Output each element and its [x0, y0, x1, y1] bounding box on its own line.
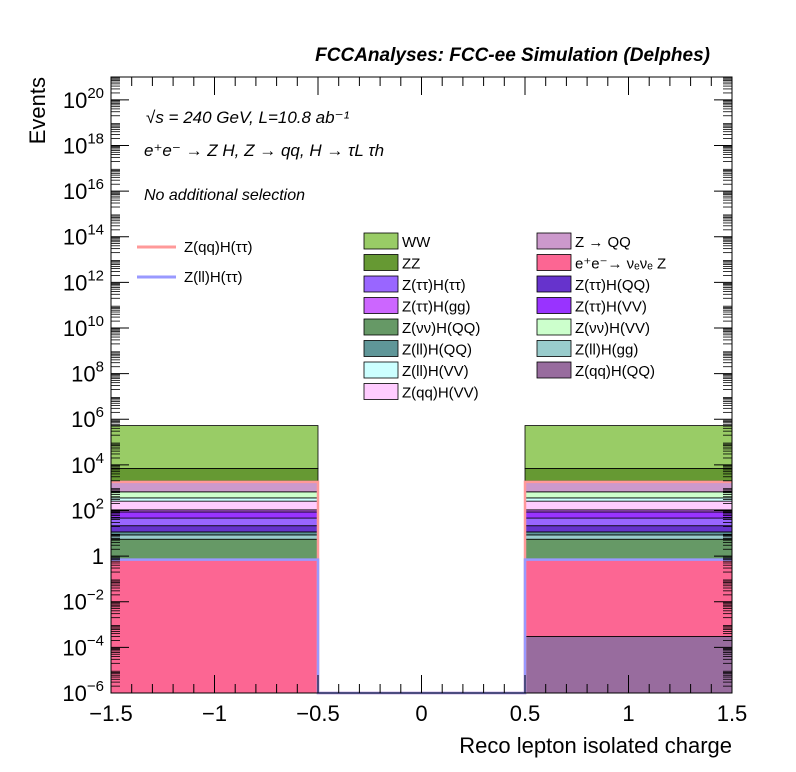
legend-swatch-z-h [363, 275, 399, 293]
x-axis-label: Reco lepton isolated charge [459, 733, 732, 758]
legend-swatch-z-ll-h-vv [363, 361, 399, 379]
y-tick-label: 1020 [63, 85, 104, 113]
legend-column-1: WW ZZ Z(ττ)H(ττ) Z(ττ)H(gg) Z(νν)H(QQ) Z(ll)H… [363, 232, 480, 402]
legend-swatch-z-qq [536, 232, 572, 250]
bar-z-h-qq-bin2 [524, 538, 733, 561]
x-tick-label: 1.5 [717, 701, 748, 726]
bar-z-ll-h-gg-bin0 [110, 534, 319, 540]
bar-z-h-bin0 [110, 517, 319, 527]
axis-ticks [110, 77, 733, 694]
legend-label: Z(ττ)H(ττ) [402, 277, 466, 294]
bar-z-h-vv-bin0 [110, 511, 319, 519]
legend-swatch-ww [363, 232, 399, 250]
legend-swatch-z-qq-h-vv [363, 383, 399, 400]
y-tick-label: 10−2 [62, 587, 104, 615]
y-tick-label: 1010 [63, 313, 104, 341]
x-tick-label: −1 [202, 701, 227, 726]
y-tick-label: 102 [71, 495, 104, 523]
x-tick-label: 0.5 [510, 701, 541, 726]
x-tick-label: 0 [415, 701, 427, 726]
bar-e-e-z-bin0 [110, 559, 319, 694]
legend-label: Z(ll)H(VV) [402, 363, 469, 380]
legend-label: Z(ττ)H(QQ) [575, 277, 650, 294]
legend-swatch-z-h-vv [536, 318, 572, 336]
bar-z-h-vv-bin0 [110, 491, 319, 499]
legend-label: Z(ττ)H(VV) [575, 299, 647, 316]
bar-e-e-z-bin2 [524, 559, 733, 637]
y-tick-label: 1 [92, 544, 104, 569]
bar-z-h-qq-bin0 [110, 525, 319, 533]
legend-label: Z(ll)H(QQ) [402, 342, 472, 359]
chart-title: FCCAnalyses: FCC-ee Simulation (Delphes) [315, 45, 710, 66]
legend-swatch-e-e-z [536, 254, 572, 271]
bar-z-ll-h-qq-bin0 [110, 531, 319, 536]
bar-z-h-bin2 [524, 517, 733, 527]
x-tick-labels: −1.5 −1 −0.5 0 0.5 1 1.5 [89, 701, 747, 726]
x-tick-label: 1 [622, 701, 634, 726]
legend-label: Z(ττ)H(gg) [402, 299, 471, 316]
bar-z-h-vv-bin2 [524, 511, 733, 519]
bar-zz-bin2 [524, 468, 733, 482]
legend-label: Z(ll)H(gg) [575, 342, 638, 359]
y-tick-label: 10−4 [62, 632, 104, 660]
legend-swatch-z-ll-h-gg [536, 340, 572, 357]
bar-z-h-vv-bin2 [524, 491, 733, 499]
legend-swatch-z-h-vv [536, 297, 572, 314]
legend-swatch-zz [363, 254, 399, 271]
bar-z-h-qq-bin0 [110, 538, 319, 561]
y-tick-label: 1016 [63, 176, 104, 204]
legend-label: e⁺e⁻→ νₑνₑ Z [575, 256, 666, 273]
legend-label: Z(νν)H(VV) [575, 320, 650, 337]
y-tick-label: 1014 [63, 222, 104, 250]
legend-swatch-z-h-qq [536, 275, 572, 293]
y-tick-label: 104 [71, 450, 104, 478]
legend-label: Z(νν)H(QQ) [402, 320, 480, 337]
bar-ww-bin2 [524, 425, 733, 469]
bar-z-qq-h-vv-bin2 [524, 500, 733, 511]
legend-swatch-z-ll-h-qq [363, 340, 399, 357]
legend-line-label: Z(ll)H(ττ) [184, 269, 243, 286]
selection-annotation: No additional selection [144, 187, 305, 204]
legend-label: Z(qq)H(VV) [402, 385, 479, 402]
bar-z-ll-h-gg-bin2 [524, 534, 733, 540]
y-tick-label: 106 [71, 404, 104, 432]
legend-lines: Z(qq)H(ττ) Z(ll)H(ττ) [137, 239, 253, 286]
y-tick-labels: 10−6 10−4 10−2 1 102 104 106 108 1010 1012 1014 101… [62, 85, 104, 706]
y-axis-label: Events [25, 77, 50, 144]
legend-label: ZZ [402, 256, 420, 273]
bar-z-qq-h-vv-bin0 [110, 500, 319, 511]
y-tick-label: 1018 [63, 130, 104, 158]
y-tick-label: 10−6 [62, 678, 104, 706]
bar-z-ll-h-vv-bin0 [110, 497, 319, 502]
process-annotation: e⁺e⁻ → Z H, Z → qq, H → τL τh [144, 141, 384, 160]
energy-annotation: √s = 240 GeV, L=10.8 ab⁻¹ [146, 108, 350, 127]
legend-swatch-z-h-qq [363, 318, 399, 336]
legend-swatch-z-qq-h-qq [536, 361, 572, 379]
x-tick-label: −0.5 [296, 701, 339, 726]
bar-zz-bin0 [110, 468, 319, 482]
x-tick-label: −1.5 [89, 701, 132, 726]
legend-column-2: Z → QQ e⁺e⁻→ νₑνₑ Z Z(ττ)H(QQ) Z(ττ)H(VV) Z(… [536, 232, 666, 380]
legend-swatch-z-h-gg [363, 297, 399, 314]
legend-line-label: Z(qq)H(ττ) [184, 239, 253, 256]
legend-label: Z(qq)H(QQ) [575, 363, 655, 380]
legend-label: Z → QQ [575, 234, 631, 251]
bar-z-h-qq-bin2 [524, 525, 733, 533]
y-tick-label: 108 [71, 359, 104, 387]
bar-z-ll-h-vv-bin2 [524, 497, 733, 502]
bar-z-ll-h-qq-bin2 [524, 531, 733, 536]
bar-ww-bin0 [110, 425, 319, 469]
legend-label: WW [402, 234, 431, 251]
y-tick-label: 1012 [63, 267, 104, 295]
